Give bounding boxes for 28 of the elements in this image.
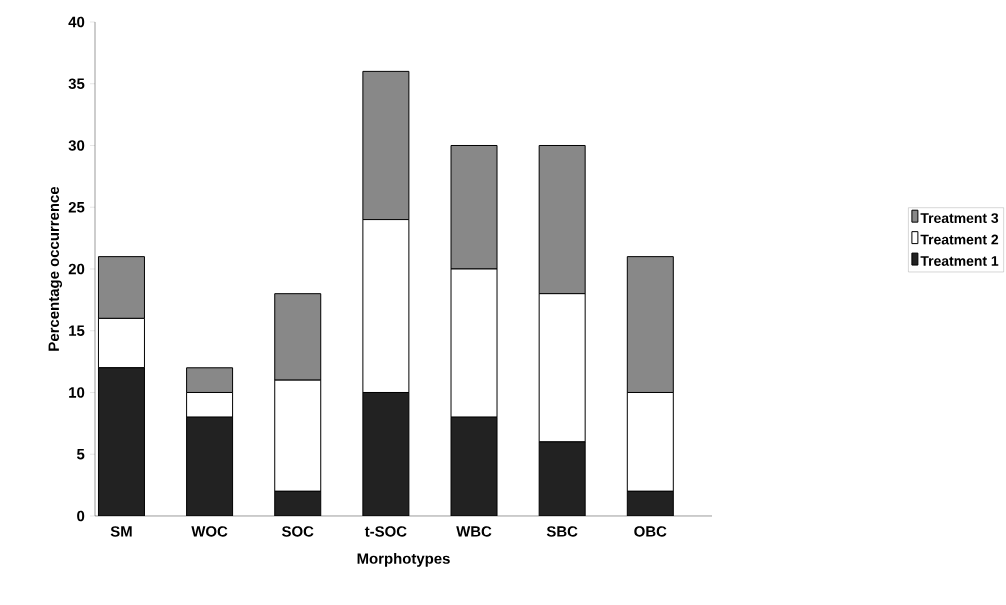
- legend-label: Treatment 3: [920, 213, 999, 224]
- bar: [450, 416, 498, 516]
- x-tick-label: WOC: [191, 526, 228, 537]
- y-tick-label: 25: [68, 201, 85, 213]
- bar: [97, 367, 145, 516]
- legend-label: Treatment 1: [920, 256, 999, 266]
- y-tick-label: 40: [68, 16, 85, 28]
- y-axis-title: Percentage occurrence: [48, 186, 63, 351]
- bar: [626, 490, 674, 516]
- y-tick-label: 30: [68, 140, 85, 151]
- y-tick-label: 0: [77, 510, 85, 522]
- bar: [274, 490, 322, 516]
- x-tick-label: SBC: [546, 526, 578, 537]
- y-tick-label: 10: [69, 387, 85, 398]
- x-axis-title: Morphotypes: [357, 552, 450, 567]
- y-tick-label: 5: [76, 449, 85, 460]
- x-tick-label: SM: [110, 526, 132, 537]
- x-tick-label: t-SOC: [364, 526, 407, 537]
- legend-label: Treatment 2: [920, 234, 999, 245]
- y-tick-label: 20: [68, 263, 85, 275]
- y-tick-label: 15: [69, 325, 85, 336]
- x-tick-label: WBC: [456, 526, 492, 537]
- x-tick-label: SOC: [281, 526, 314, 537]
- bar: [186, 416, 234, 516]
- x-tick-label: OBC: [634, 526, 667, 537]
- y-tick-label: 35: [68, 78, 85, 90]
- bar: [362, 391, 410, 516]
- bar: [538, 441, 586, 516]
